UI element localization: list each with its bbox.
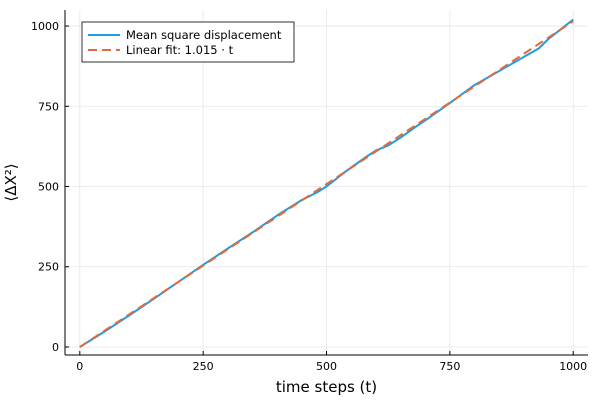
- series-line-1: [79, 20, 574, 348]
- x-tick-label: 500: [316, 360, 337, 373]
- axes: [64, 10, 588, 356]
- legend-label-1: Linear fit: 1.015 · t: [126, 43, 234, 57]
- y-axis-label: ⟨ΔX²⟩: [2, 163, 20, 201]
- y-tick-label: 0: [52, 341, 59, 354]
- x-axis-label: time steps (t): [276, 378, 377, 396]
- x-tick-label: 1000: [559, 360, 587, 373]
- grid: [65, 10, 588, 355]
- legend-box: [81, 21, 295, 63]
- y-tick-label: 250: [38, 261, 59, 274]
- x-tick-label: 0: [76, 360, 83, 373]
- y-tick-label: 500: [38, 181, 59, 194]
- legend-label-0: Mean square displacement: [126, 28, 282, 42]
- x-tick-label: 250: [193, 360, 214, 373]
- y-tick-label: 1000: [31, 20, 59, 33]
- series-group: [79, 18, 574, 348]
- tick-labels: 0 250 500 750 1000 0 250 500 750 1000: [31, 20, 587, 373]
- x-tick-label: 750: [439, 360, 460, 373]
- y-tick-label: 750: [38, 100, 59, 113]
